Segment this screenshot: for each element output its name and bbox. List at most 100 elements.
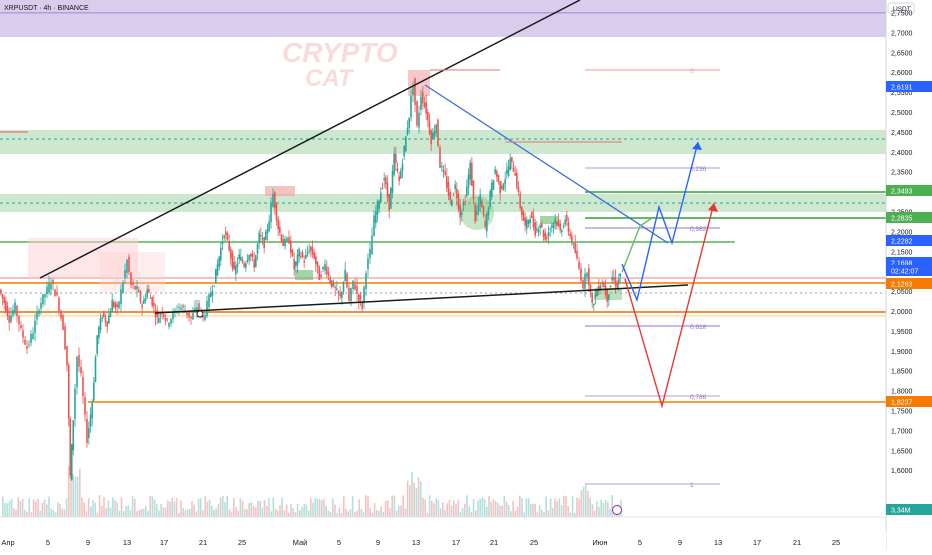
volume-bar bbox=[376, 509, 378, 517]
price-badge[interactable] bbox=[886, 235, 932, 246]
candle-body bbox=[88, 427, 90, 439]
candle-body bbox=[497, 175, 500, 182]
candle-body bbox=[236, 263, 239, 268]
candle-body bbox=[313, 252, 315, 259]
price-badge-label: 2,3493 bbox=[891, 189, 913, 196]
price-badge[interactable] bbox=[886, 278, 932, 289]
candle-body bbox=[529, 218, 531, 224]
green-zone-upper bbox=[0, 130, 886, 154]
volume-bar bbox=[8, 501, 11, 517]
candle-body bbox=[91, 403, 93, 419]
candle-body bbox=[326, 266, 328, 275]
candle-body bbox=[66, 346, 68, 366]
time-tick-label: 9 bbox=[678, 538, 682, 547]
volume-bar bbox=[138, 510, 140, 517]
volume-bar bbox=[175, 497, 178, 517]
candle-body bbox=[67, 364, 70, 419]
candle-body bbox=[164, 318, 167, 321]
price-tick-label: 1,6000 bbox=[891, 468, 913, 475]
volume-bar bbox=[582, 486, 585, 517]
event-marker-icon[interactable] bbox=[612, 505, 622, 515]
price-badge-label: 2,2835 bbox=[891, 216, 913, 223]
candle-body bbox=[446, 176, 448, 189]
volume-bar bbox=[488, 495, 490, 517]
candle-body bbox=[10, 315, 12, 322]
volume-bar bbox=[147, 511, 149, 517]
volume-bar bbox=[310, 498, 312, 517]
candle-body bbox=[296, 254, 299, 266]
volume-bar bbox=[323, 499, 325, 517]
volume-bar bbox=[406, 480, 409, 517]
candle-body bbox=[80, 366, 82, 374]
volume-bar bbox=[239, 498, 242, 517]
candle-body bbox=[539, 225, 541, 228]
currency-badge[interactable] bbox=[887, 2, 915, 14]
candle-body bbox=[228, 241, 230, 250]
volume-bar bbox=[596, 501, 598, 517]
volume-bar bbox=[464, 503, 466, 517]
rising-support-trendline[interactable] bbox=[154, 284, 689, 314]
candle-body bbox=[608, 294, 610, 301]
volume-bar bbox=[371, 512, 374, 517]
candle-body bbox=[617, 278, 620, 284]
time-axis-panel[interactable] bbox=[0, 530, 886, 550]
volume-bar bbox=[558, 498, 561, 517]
candle-body bbox=[613, 277, 615, 280]
volume-bar bbox=[63, 509, 66, 517]
volume-bar bbox=[549, 498, 552, 517]
volume-bar bbox=[151, 496, 154, 517]
candle-body bbox=[286, 238, 288, 242]
price-badge[interactable] bbox=[886, 81, 932, 92]
candle-body bbox=[388, 193, 390, 211]
candle-body bbox=[272, 193, 274, 207]
candle-body bbox=[576, 250, 578, 259]
volume-bar bbox=[39, 510, 41, 517]
volume-bar bbox=[272, 497, 275, 517]
candle-body bbox=[196, 307, 198, 313]
candle-body bbox=[552, 223, 555, 229]
price-badge[interactable] bbox=[886, 212, 932, 223]
fib-label-0: 0 bbox=[690, 68, 694, 75]
candle-body bbox=[451, 200, 453, 206]
candle-body bbox=[16, 305, 18, 317]
rising-resistance-trendline[interactable] bbox=[39, 0, 581, 279]
falling-trendline[interactable] bbox=[424, 84, 669, 244]
volume-bar bbox=[571, 496, 574, 517]
volume-bar bbox=[120, 497, 123, 517]
candle-body bbox=[386, 183, 389, 198]
candle-body bbox=[390, 187, 392, 209]
volume-bar bbox=[252, 505, 255, 517]
volume-bar bbox=[208, 499, 211, 517]
price-badge[interactable] bbox=[886, 265, 932, 276]
price-badge[interactable] bbox=[886, 396, 932, 407]
volume-bar bbox=[351, 495, 354, 517]
price-badge[interactable] bbox=[886, 504, 932, 515]
volume-bar bbox=[552, 508, 554, 517]
candle-body bbox=[393, 153, 395, 175]
fib-label-0382: 0,382 bbox=[690, 226, 707, 233]
green-box-3 bbox=[594, 288, 622, 300]
price-badge-label: 2,1263 bbox=[891, 282, 913, 289]
candle-body bbox=[213, 285, 215, 287]
candle-body bbox=[437, 119, 439, 147]
candle-body bbox=[537, 229, 540, 233]
candle-body bbox=[596, 290, 598, 296]
price-badge[interactable] bbox=[886, 257, 932, 268]
candle-body bbox=[182, 305, 184, 308]
candle-body bbox=[261, 238, 264, 240]
candle-body bbox=[122, 282, 124, 293]
volume-bar bbox=[547, 510, 550, 517]
candle-body bbox=[536, 228, 538, 231]
volume-bar bbox=[35, 501, 37, 517]
price-tick-label: 1,7000 bbox=[891, 428, 913, 435]
candle-body bbox=[476, 210, 478, 216]
volume-bar bbox=[413, 482, 415, 517]
volume-bar bbox=[54, 512, 57, 517]
candle-body bbox=[293, 259, 295, 270]
candle-body bbox=[263, 237, 265, 249]
price-badge[interactable] bbox=[886, 185, 932, 196]
volume-bar bbox=[103, 496, 105, 517]
volume-bar bbox=[219, 497, 222, 517]
